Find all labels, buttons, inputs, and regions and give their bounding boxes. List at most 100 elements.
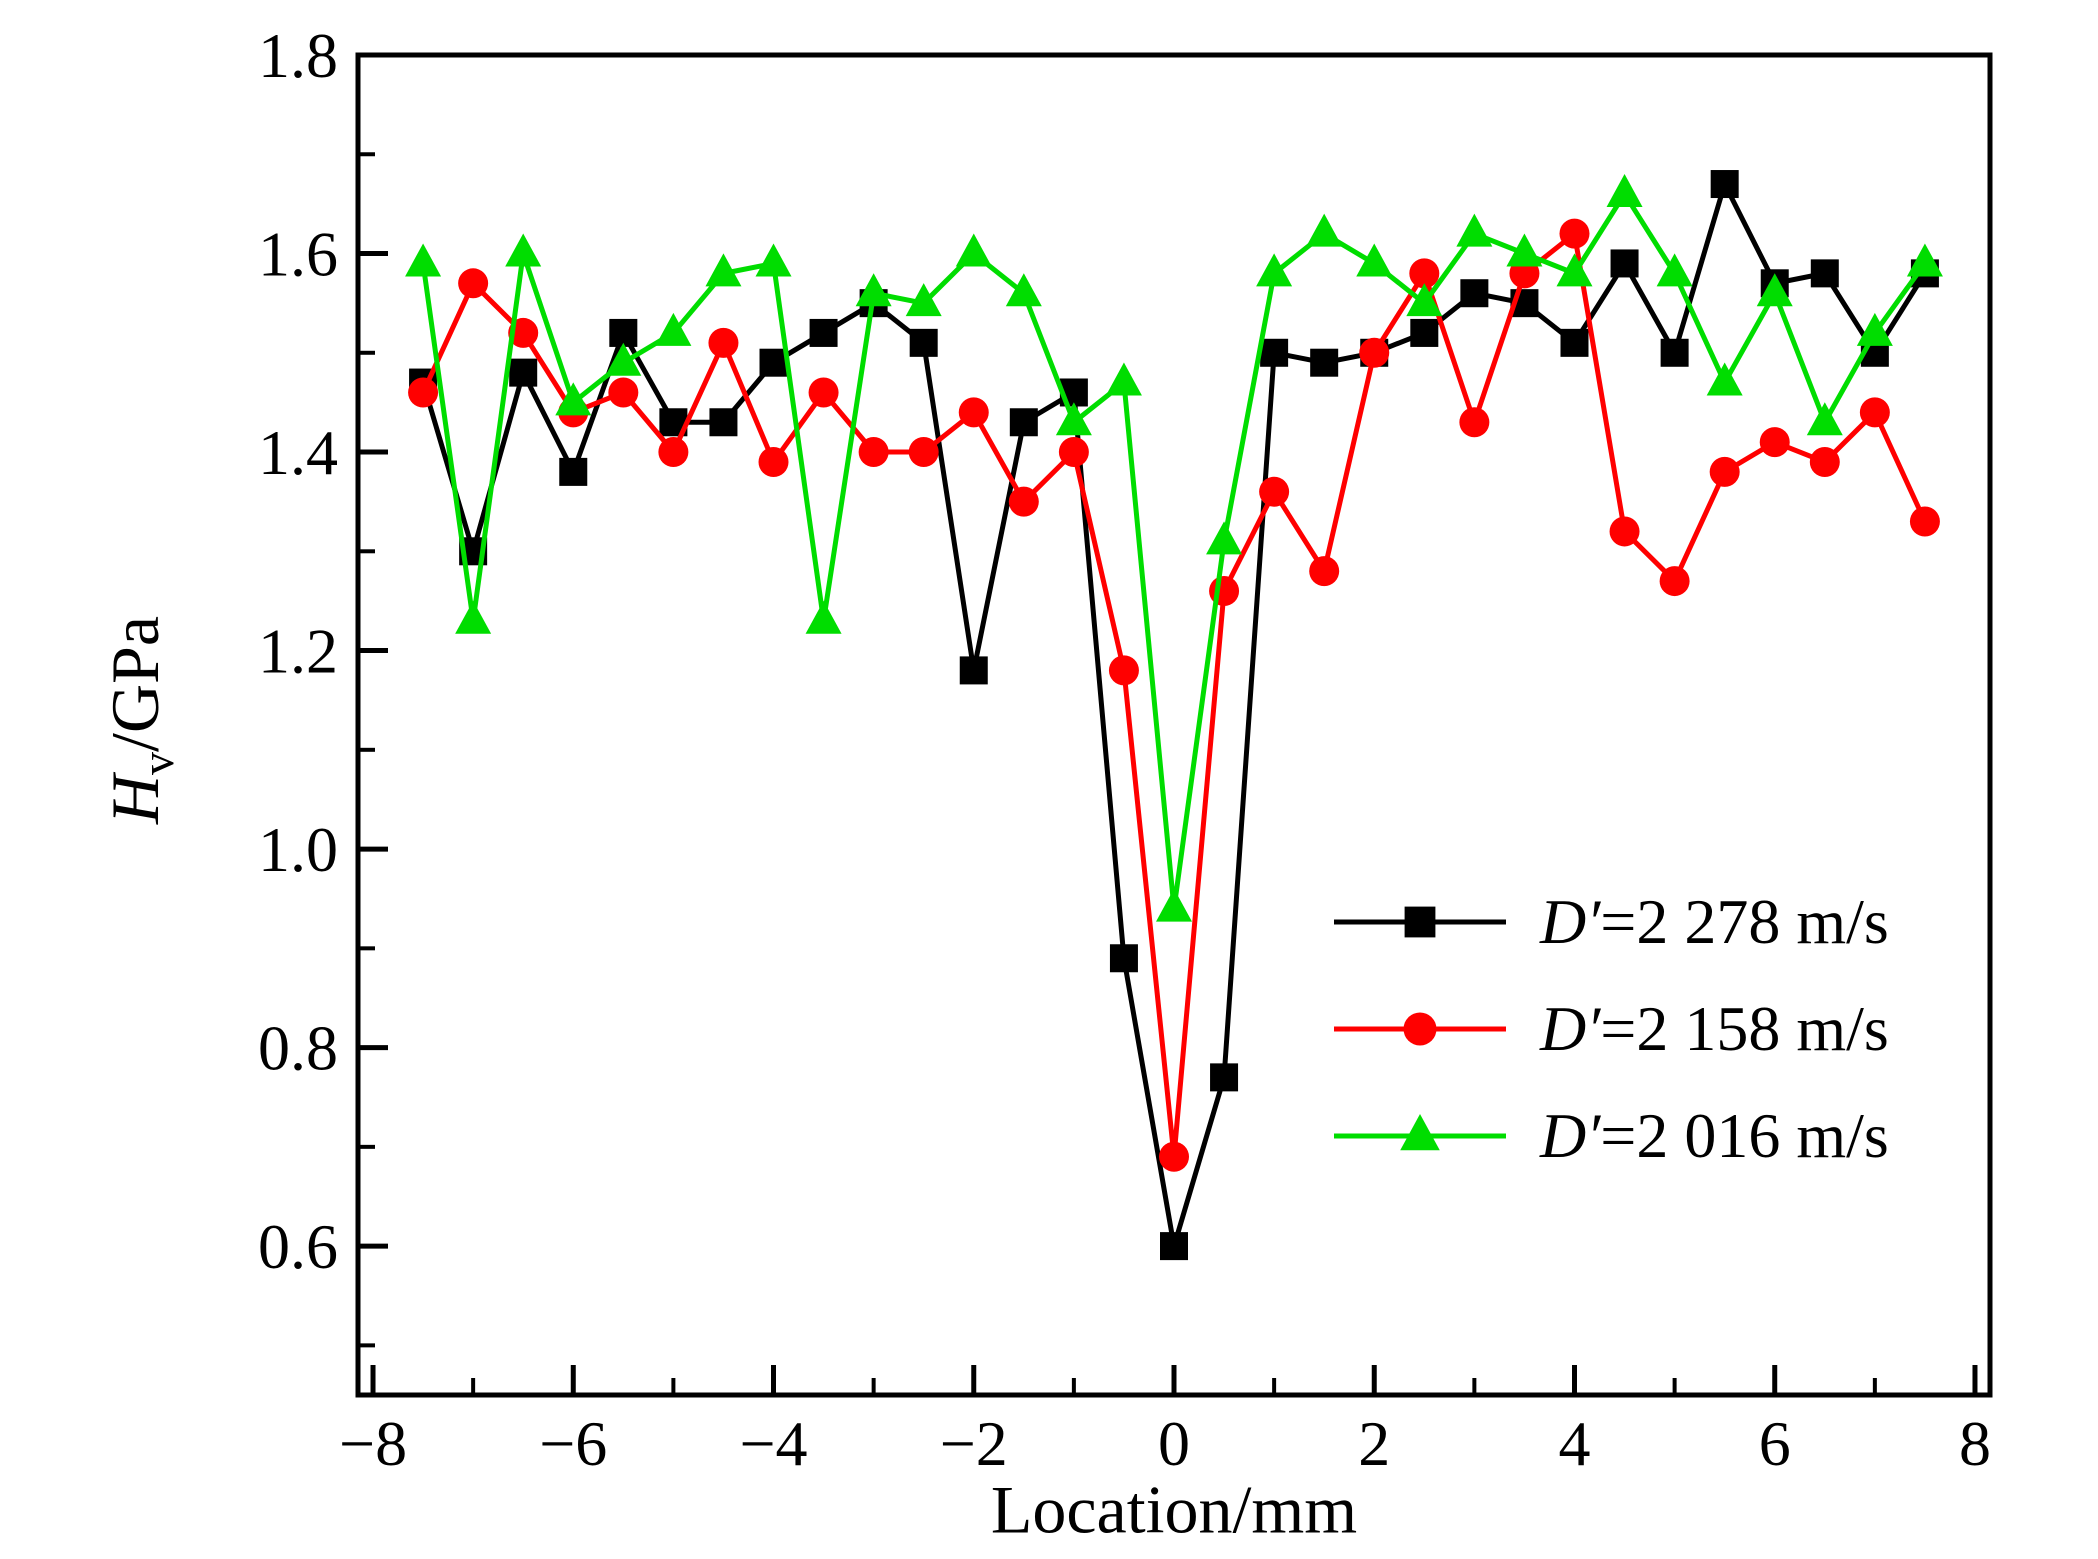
circle-marker (1859, 397, 1890, 428)
legend-marker-sample (1334, 906, 1506, 937)
triangle-marker (1656, 253, 1693, 287)
x-tick-label: −8 (339, 1408, 407, 1479)
circle-marker (808, 377, 839, 408)
triangle-marker (1906, 243, 1943, 277)
triangle-marker (755, 243, 792, 277)
y-tick-label: 1.6 (258, 219, 338, 290)
square-marker (609, 318, 638, 347)
circle-marker (1159, 1141, 1189, 1172)
y-tick-label: 1.0 (258, 814, 338, 885)
square-marker (809, 318, 838, 347)
y-tick-label: 1.8 (258, 20, 338, 91)
square-marker (1660, 338, 1689, 367)
circle-marker (1609, 516, 1640, 547)
legend-label-symbol: D′ (1540, 1099, 1601, 1171)
circle-marker (1309, 556, 1340, 587)
square-marker (1260, 338, 1289, 367)
circle-marker (708, 327, 739, 358)
legend-label: D′=2 278 m/s (1540, 885, 1889, 959)
triangle-marker (955, 233, 992, 267)
triangle-marker (1156, 888, 1192, 922)
y-tick-label: 0.8 (258, 1013, 338, 1084)
triangle-marker (1556, 253, 1593, 287)
legend-item: D′=2 016 m/s (1330, 1082, 1889, 1189)
series-triangle (405, 173, 1943, 922)
x-tick-label: −4 (739, 1408, 807, 1479)
circle-marker (1709, 456, 1740, 487)
legend-label-symbol: D′ (1540, 885, 1601, 957)
circle-marker (458, 268, 489, 299)
circle-marker (658, 437, 689, 468)
square-marker (1210, 1063, 1239, 1092)
triangle-marker (1400, 1113, 1440, 1150)
x-tick-label: −6 (539, 1408, 607, 1479)
legend-label: D′=2 158 m/s (1540, 992, 1889, 1066)
triangle-marker (1105, 362, 1142, 396)
square-marker (759, 348, 788, 377)
triangle-marker (1756, 273, 1793, 307)
circle-marker (1008, 486, 1039, 517)
triangle-marker (1356, 243, 1393, 277)
x-tick-label: 4 (1558, 1408, 1590, 1479)
square-marker (1404, 906, 1436, 937)
y-tick-label: 1.4 (258, 417, 338, 488)
circle-marker (1809, 446, 1840, 477)
legend-marker-sample (1334, 1113, 1506, 1150)
x-tick-label: 6 (1759, 1408, 1791, 1479)
circle-marker (1559, 218, 1590, 249)
circle-marker (1759, 427, 1790, 458)
square-marker (1810, 259, 1839, 288)
circle-marker (958, 397, 989, 428)
legend-label-value: =2 016 m/s (1600, 1099, 1889, 1171)
square-marker (1460, 279, 1489, 308)
circle-marker (608, 377, 639, 408)
triangle-marker (1055, 402, 1092, 436)
triangle-marker (655, 312, 692, 346)
triangle-marker (1706, 362, 1743, 396)
axes-frame (355, 52, 1993, 1398)
y-axis-label: Hv/GPa (96, 616, 184, 824)
triangle-marker (455, 600, 492, 634)
square-marker (509, 358, 538, 387)
triangle-marker (405, 243, 442, 277)
x-tick-label: 2 (1358, 1408, 1390, 1479)
y-tick-label: 1.2 (258, 616, 338, 687)
circle-marker (908, 437, 939, 468)
circle-marker (1409, 258, 1440, 289)
triangle-marker (1506, 233, 1543, 267)
legend-label-symbol: D′ (1540, 992, 1601, 1064)
circle-marker (1108, 655, 1139, 686)
triangle-marker (855, 273, 892, 307)
triangle-marker (605, 342, 642, 376)
square-marker (1009, 408, 1038, 437)
legend: D′=2 278 m/s D′=2 158 m/s D′=2 016 m/s (1330, 868, 1889, 1189)
y-axis-symbol: H (97, 774, 174, 825)
triangle-marker (1606, 173, 1643, 207)
triangle-marker (1406, 283, 1443, 317)
triangle-marker (505, 233, 542, 267)
square-marker (1160, 1232, 1188, 1261)
x-tick-label: 0 (1158, 1408, 1190, 1479)
circle-marker (1058, 437, 1089, 468)
circle-marker (408, 377, 439, 408)
triangle-marker (1806, 402, 1843, 436)
triangle-marker (905, 283, 942, 317)
triangle-marker (1256, 253, 1293, 287)
legend-marker-sample (1334, 1012, 1506, 1045)
circle-marker (758, 446, 789, 477)
x-tick-label: −2 (940, 1408, 1008, 1479)
x-tick-label: 8 (1959, 1408, 1991, 1479)
triangle-marker (555, 382, 592, 416)
legend-item: D′=2 278 m/s (1330, 868, 1889, 975)
y-axis-subscript: v (131, 751, 183, 775)
triangle-marker (805, 600, 842, 634)
y-axis-unit: /GPa (97, 615, 174, 752)
square-marker (1310, 348, 1339, 377)
square-marker (1410, 318, 1439, 347)
square-marker (709, 408, 738, 437)
triangle-marker (1005, 273, 1042, 307)
circle-marker (1403, 1012, 1437, 1045)
square-marker (559, 457, 588, 486)
